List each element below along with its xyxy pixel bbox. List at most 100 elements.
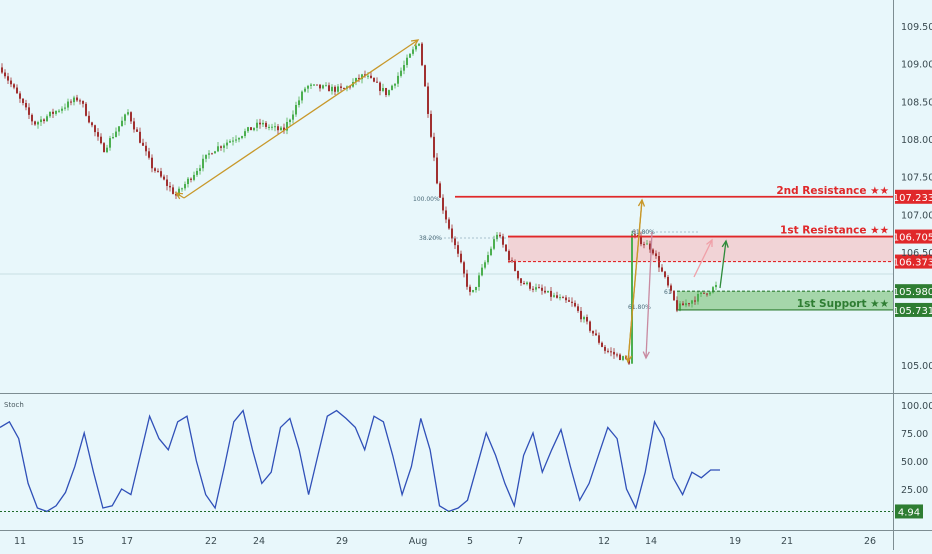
candle-body <box>571 301 573 303</box>
candle-body <box>262 122 264 125</box>
candle-body <box>127 112 129 115</box>
candle-body <box>67 101 69 108</box>
candle-body <box>235 139 237 141</box>
candle-body <box>112 137 114 139</box>
level-price-label-1: 106.705 <box>893 233 932 244</box>
candle-body <box>427 86 429 114</box>
candle-body <box>118 126 120 132</box>
stoch-value-label: 4.94 <box>898 507 920 518</box>
candle-body <box>556 295 558 298</box>
candle-body <box>457 245 459 254</box>
candle-body <box>4 72 6 77</box>
candle-body <box>469 286 471 292</box>
candle-body <box>484 262 486 268</box>
candle-body <box>397 75 399 84</box>
candle-body <box>631 234 633 364</box>
fib-label-2: 61.80% <box>632 229 655 236</box>
candle-body <box>286 121 288 131</box>
candle-body <box>448 219 450 229</box>
candle-body <box>130 112 132 122</box>
candle-body <box>73 97 75 103</box>
candle-body <box>64 107 66 109</box>
uptrend-arrow-tail-shaft <box>175 192 185 199</box>
candle-body <box>367 75 369 77</box>
drop-arrow-shaft <box>645 231 653 359</box>
candle-body <box>313 84 315 86</box>
candle-body <box>70 101 72 103</box>
time-tick-label-9: 12 <box>598 536 610 547</box>
candle-body <box>334 86 336 92</box>
candle-body <box>694 300 696 302</box>
candle-body <box>52 111 54 114</box>
candle-body <box>145 145 147 152</box>
candle-body <box>136 129 138 132</box>
candle-body <box>181 188 183 190</box>
candle-body <box>676 300 678 311</box>
candle-body <box>712 287 714 293</box>
candle-body <box>160 171 162 177</box>
target-arrow-green-shaft <box>719 240 727 289</box>
candle-body <box>451 228 453 239</box>
candle-body <box>463 262 465 274</box>
stoch-value-box <box>895 504 923 519</box>
candle-body <box>274 126 276 128</box>
candle-body <box>148 151 150 158</box>
candle-body <box>472 290 474 292</box>
candle-body <box>355 77 357 82</box>
level-price-label-0: 107.233 <box>893 193 932 204</box>
candle-body <box>316 84 318 86</box>
candle-body <box>211 153 213 155</box>
candle-body <box>706 293 708 295</box>
candle-body <box>40 119 42 123</box>
candle-body <box>703 292 705 294</box>
candle-body <box>46 116 48 122</box>
candle-body <box>481 267 483 276</box>
candle-body <box>109 138 111 148</box>
candle-body <box>208 153 210 155</box>
candle-body <box>454 238 456 246</box>
time-tick-label-0: 11 <box>14 536 26 547</box>
time-tick-label-3: 22 <box>205 536 217 547</box>
candle-body <box>490 248 492 256</box>
price-tick-label-5: 107.000 <box>901 210 932 221</box>
candle-body <box>82 100 84 104</box>
candle-body <box>652 249 654 254</box>
price-tick-label-3: 108.000 <box>901 135 932 146</box>
candle-body <box>436 157 438 184</box>
candle-body <box>310 84 312 86</box>
candle-body <box>637 234 639 236</box>
uptrend-arrow-shaft <box>183 39 419 199</box>
candle-body <box>277 126 279 131</box>
candle-body <box>328 85 330 92</box>
time-tick-label-5: 29 <box>336 536 348 547</box>
candle-body <box>121 120 123 127</box>
candle-body <box>430 113 432 137</box>
candle-body <box>259 122 261 125</box>
candle-body <box>379 82 381 91</box>
stoch-tick-label-1: 75.00 <box>901 429 928 440</box>
time-tick-label-13: 26 <box>864 536 876 547</box>
candle-body <box>550 290 552 297</box>
candle-body <box>415 45 417 50</box>
candle-body <box>649 243 651 250</box>
candle-body <box>94 125 96 133</box>
time-tick-label-12: 21 <box>781 536 793 547</box>
candle-body <box>184 184 186 189</box>
candle-body <box>196 170 198 175</box>
candle-body <box>433 136 435 158</box>
candle-body <box>409 53 411 58</box>
stoch-line <box>0 409 720 513</box>
candle-body <box>214 151 216 154</box>
candle-body <box>520 278 522 283</box>
candle-body <box>394 83 396 86</box>
candle-body <box>358 77 360 80</box>
candle-body <box>253 127 255 131</box>
price-tick-label-7: 105.000 <box>901 361 932 372</box>
candle-body <box>496 234 498 240</box>
candle-body <box>532 288 534 290</box>
candle-body <box>406 57 408 66</box>
time-tick-label-10: 14 <box>645 536 657 547</box>
drop-arrow-head <box>642 351 650 360</box>
